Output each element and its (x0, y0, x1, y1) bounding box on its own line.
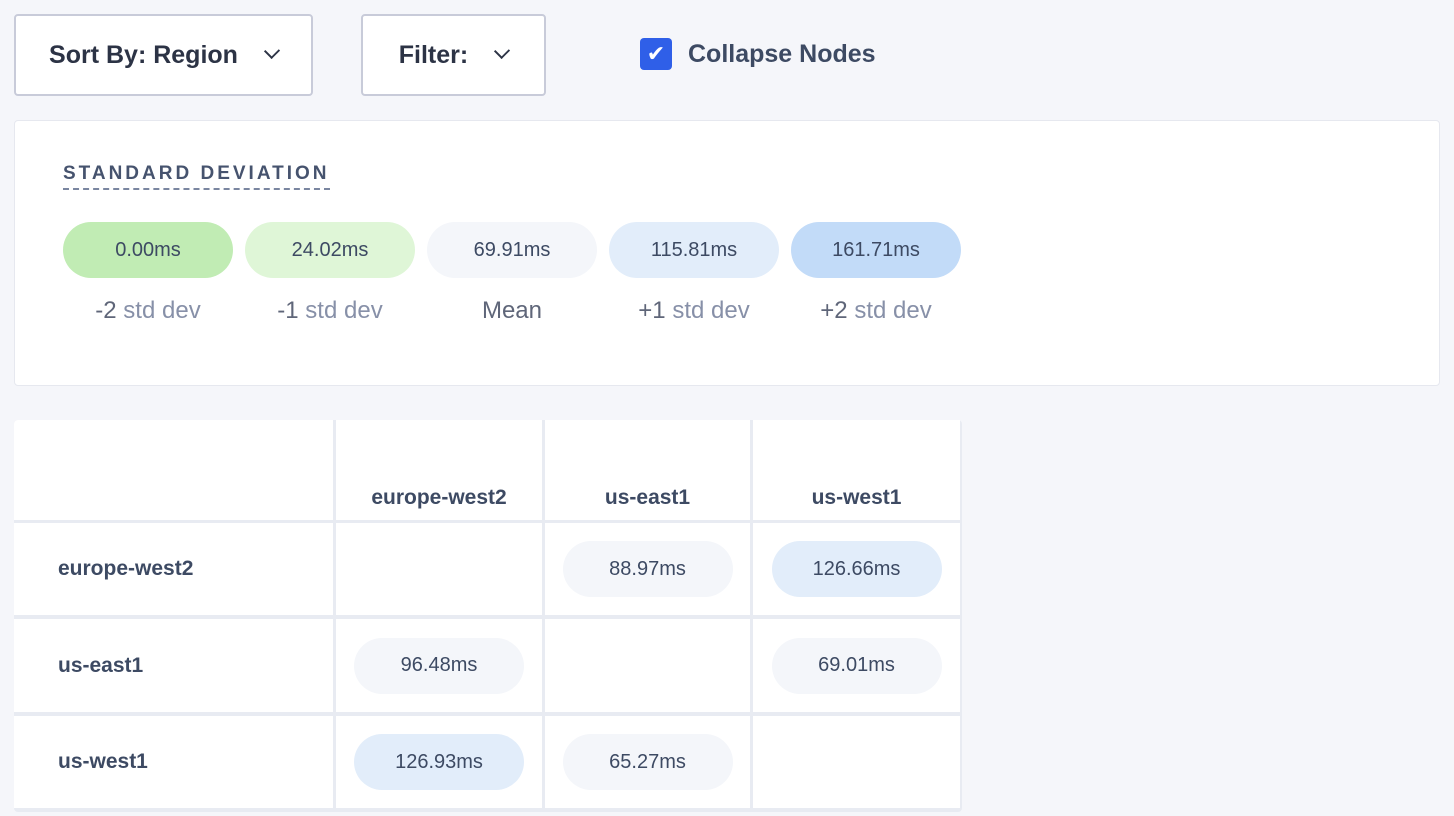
column-header-label: us-west1 (811, 486, 902, 509)
std-dev-label-suffix: std dev (298, 297, 383, 324)
column-header: us-east1 (545, 420, 750, 520)
matrix-cell: 88.97ms (545, 523, 750, 615)
sort-by-label: Sort By: Region (49, 40, 238, 69)
latency-pill: 96.48ms (354, 637, 524, 694)
std-dev-label-suffix: std dev (116, 297, 201, 324)
std-dev-label: -2 std dev (63, 297, 233, 325)
std-dev-label-prefix: -1 (277, 297, 299, 324)
latency-pill: 126.93ms (354, 734, 524, 790)
std-dev-label: -1 std dev (245, 297, 415, 325)
chevron-down-icon (494, 42, 511, 60)
row-header-label: us-west1 (58, 750, 148, 773)
std-dev-pill: 161.71ms (791, 222, 961, 278)
matrix-cell: 96.48ms (336, 619, 542, 712)
standard-deviation-title: STANDARD DEVIATION (63, 163, 330, 190)
matrix-cell (336, 523, 542, 615)
column-header-label: europe-west2 (371, 486, 507, 509)
latency-pill: 65.27ms (562, 734, 733, 790)
row-header-label: europe-west2 (58, 557, 194, 580)
collapse-nodes-checkbox[interactable]: ✔ Collapse Nodes (640, 38, 876, 70)
standard-deviation-panel: STANDARD DEVIATION 0.00ms -2 std dev 24.02… (14, 120, 1440, 386)
column-header: europe-west2 (336, 420, 542, 520)
std-dev-pill: 115.81ms (609, 222, 779, 278)
std-dev-label-suffix: std dev (847, 297, 932, 324)
std-dev-label: Mean (427, 297, 597, 325)
matrix-cell: 126.66ms (753, 523, 960, 615)
row-header: us-east1 (14, 619, 333, 712)
sort-by-dropdown[interactable]: Sort By: Region (14, 14, 313, 96)
filter-dropdown[interactable]: Filter: (361, 14, 546, 96)
matrix-cell: 65.27ms (545, 716, 750, 808)
row-header: europe-west2 (14, 523, 333, 615)
filter-label: Filter: (398, 40, 469, 69)
matrix-cell: 126.93ms (336, 716, 542, 808)
latency-pill: 69.01ms (771, 637, 942, 694)
column-header-label: us-east1 (604, 486, 691, 509)
std-dev-label-prefix: +2 (820, 297, 848, 324)
std-dev-label: +2 std dev (791, 297, 961, 325)
std-dev-pill: 24.02ms (245, 222, 415, 278)
std-dev-label-suffix: std dev (665, 297, 750, 324)
matrix-cell: 69.01ms (753, 619, 960, 712)
latency-pill: 126.66ms (771, 541, 942, 597)
matrix-cell (545, 619, 750, 712)
std-dev-label-prefix: +1 (638, 297, 666, 324)
latency-matrix: europe-west2 us-east1 us-west1 europe-west2… (14, 420, 962, 812)
latency-pill: 88.97ms (562, 541, 733, 597)
checkmark-icon[interactable]: ✔ (640, 38, 672, 70)
corner-cell (14, 420, 333, 520)
row-header: us-west1 (14, 716, 333, 808)
matrix-cell (753, 716, 960, 808)
row-header-label: us-east1 (58, 653, 144, 677)
chevron-down-icon (263, 42, 281, 60)
column-header: us-west1 (753, 420, 960, 520)
std-dev-label: +1 std dev (609, 297, 779, 325)
collapse-nodes-label: Collapse Nodes (688, 39, 876, 68)
std-dev-pill: 0.00ms (63, 222, 233, 278)
std-dev-label-prefix: Mean (481, 297, 543, 324)
std-dev-label-prefix: -2 (95, 297, 117, 324)
std-dev-pill: 69.91ms (427, 222, 597, 278)
